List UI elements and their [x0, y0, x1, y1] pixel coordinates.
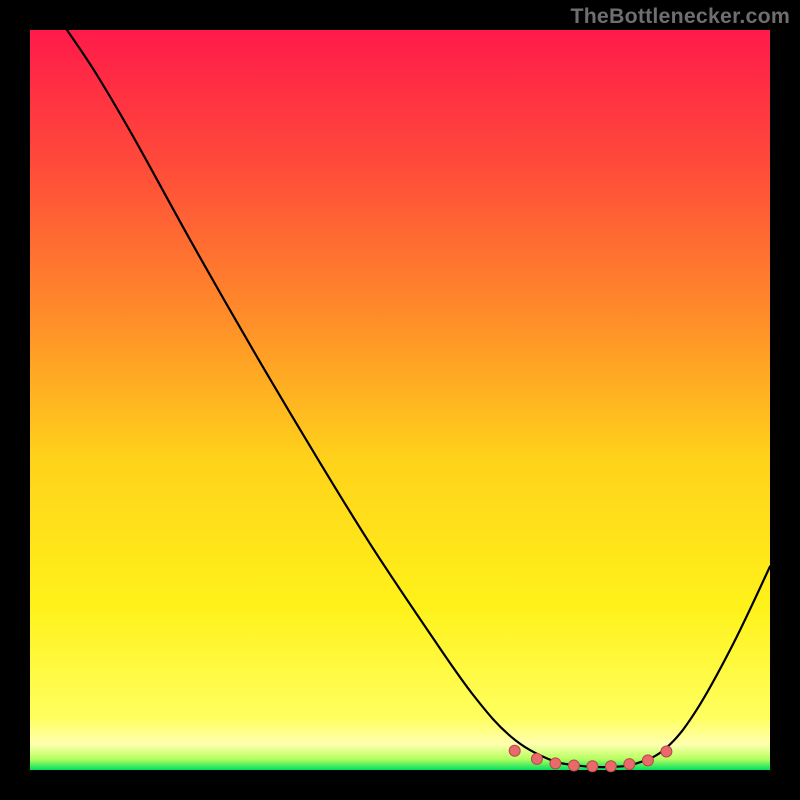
highlight-dot	[642, 755, 653, 766]
stage: TheBottlenecker.com	[0, 0, 800, 800]
plot-svg	[0, 0, 800, 800]
highlight-dot	[550, 758, 561, 769]
highlight-dot	[531, 753, 542, 764]
highlight-dot	[568, 760, 579, 771]
gradient-background	[30, 30, 770, 770]
highlight-dot	[605, 761, 616, 772]
highlight-dot	[587, 761, 598, 772]
highlight-dot	[624, 759, 635, 770]
highlight-dot	[661, 746, 672, 757]
highlight-dot	[509, 745, 520, 756]
watermark-text: TheBottlenecker.com	[570, 4, 790, 29]
